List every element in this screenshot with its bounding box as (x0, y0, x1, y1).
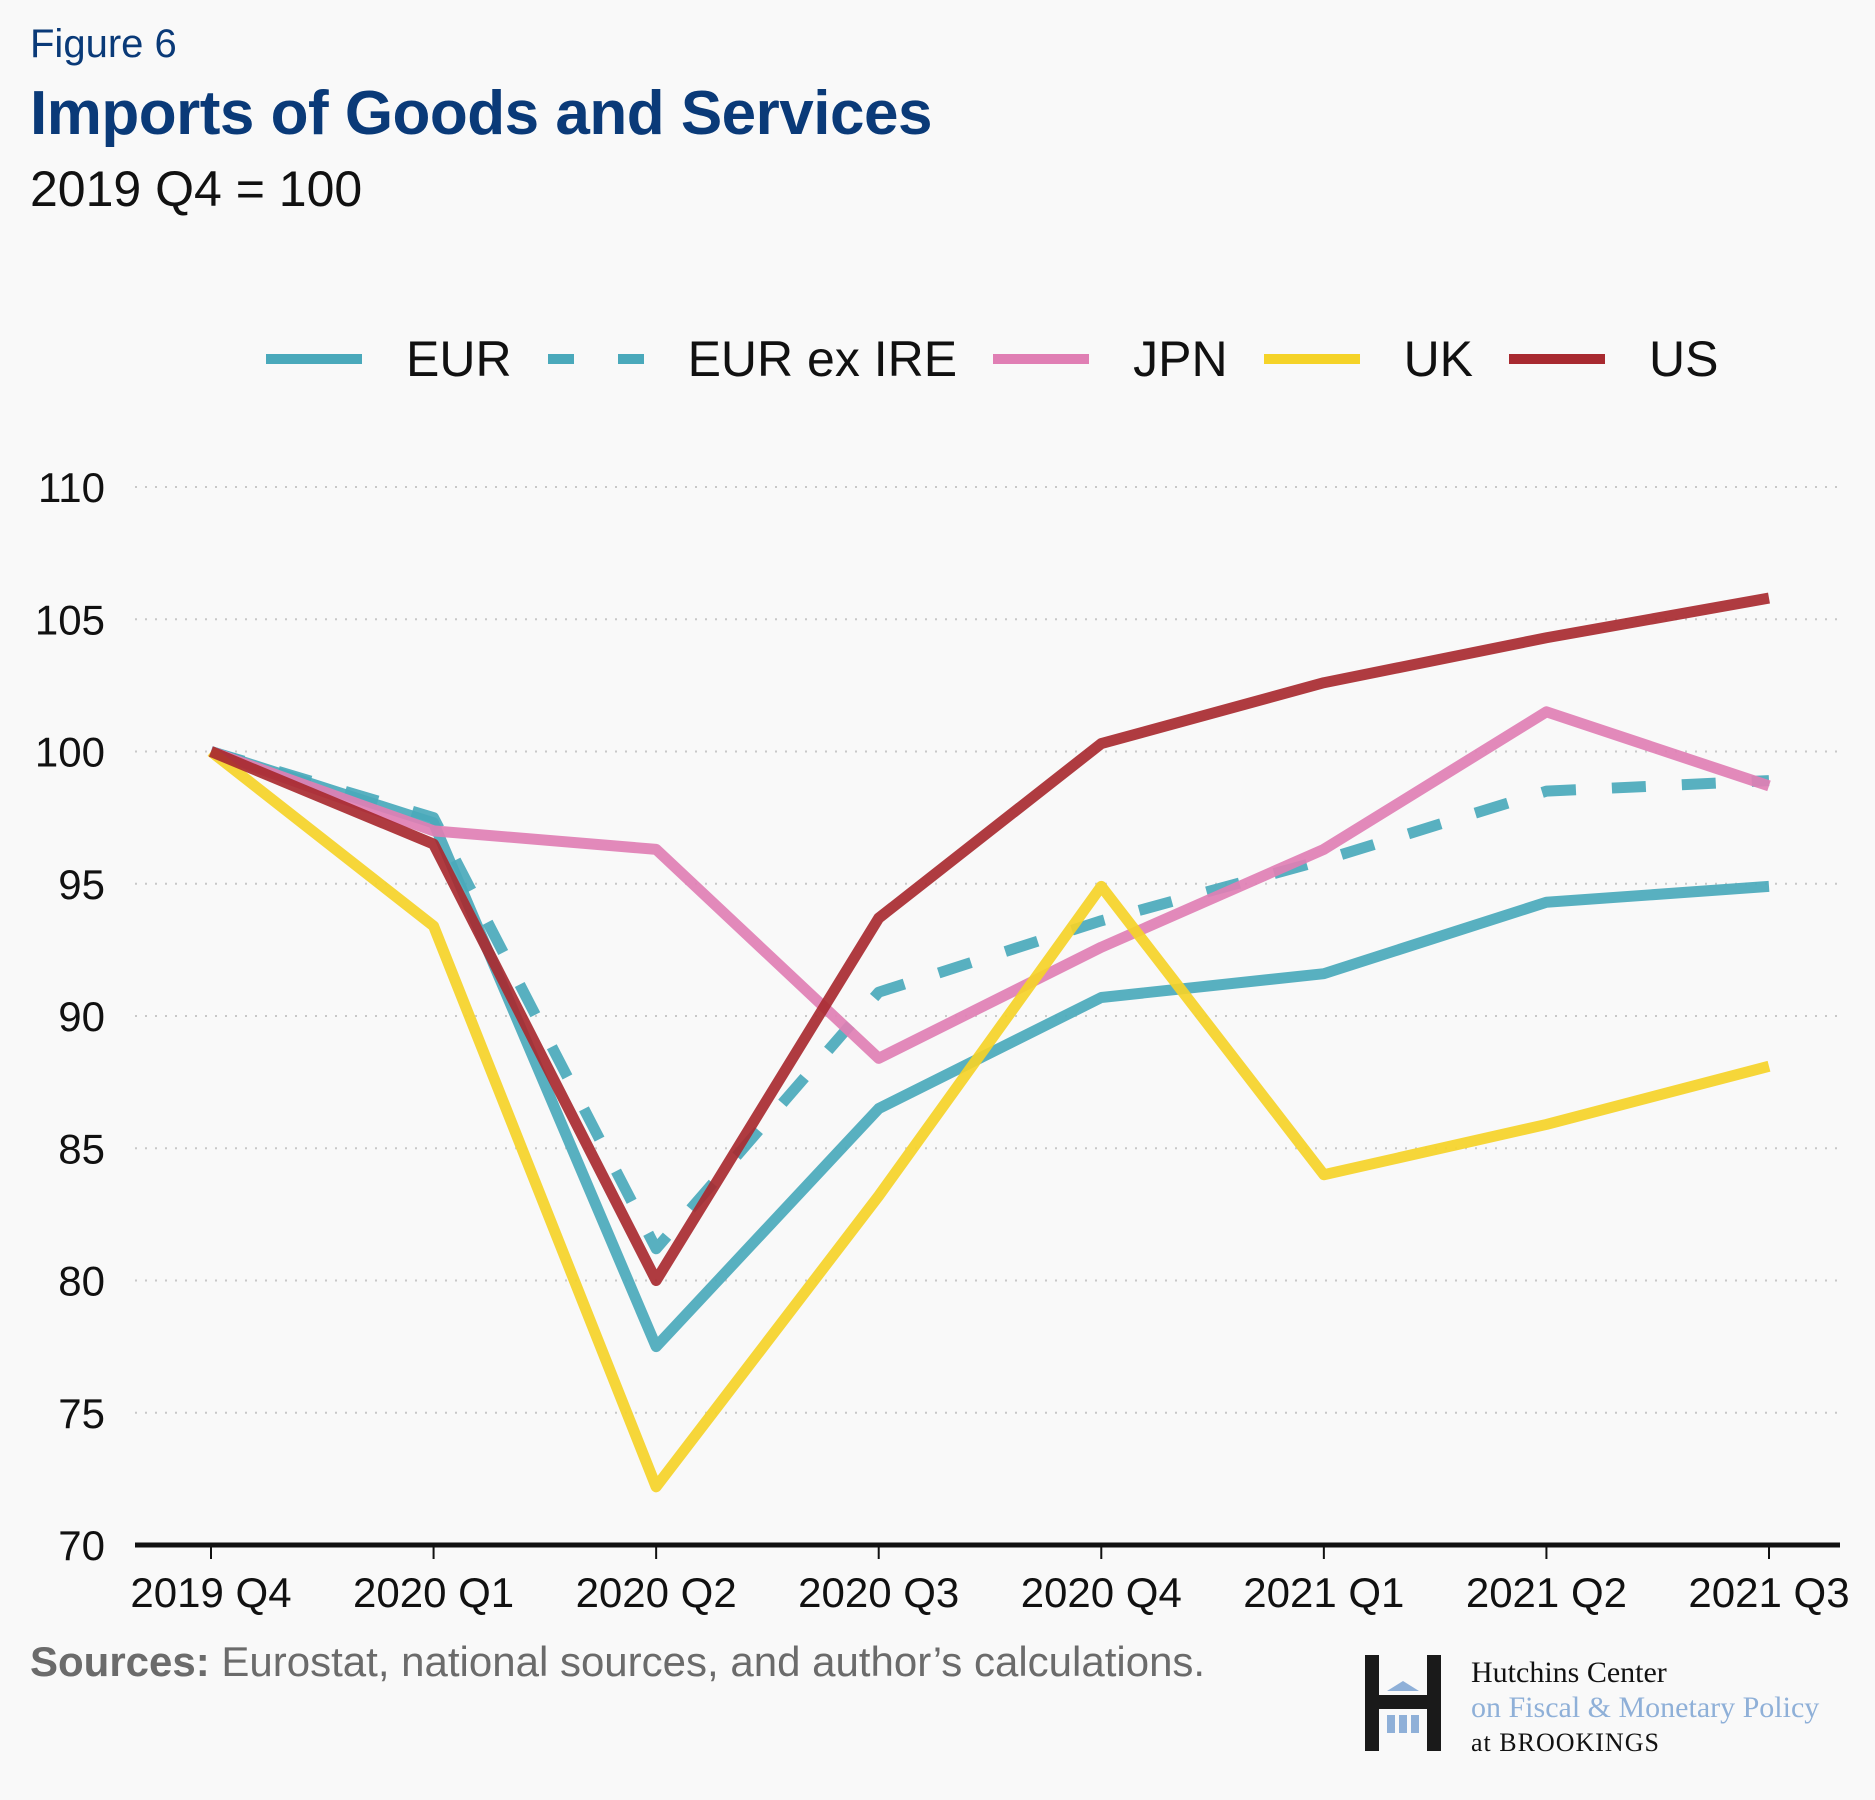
legend-label: UK (1403, 331, 1474, 387)
x-tick-label: 2021 Q2 (1466, 1569, 1627, 1616)
y-tick-label: 95 (58, 861, 105, 908)
series-lines (207, 592, 1771, 1493)
legend-swatch (1509, 354, 1606, 364)
series-line-eur-ex-ire (209, 746, 1770, 1255)
legend-item: EUR (266, 330, 512, 388)
line-chart: 70 75 80 85 90 95 100 105 110 2019 Q4 2020 Q1 2020… (35, 464, 1850, 1616)
legend: EUR EUR ex IRE JPN UK US (266, 330, 1755, 388)
y-axis: 70 75 80 85 90 95 100 105 110 (35, 464, 105, 1569)
legend-label: EUR ex IRE (687, 331, 958, 387)
x-tick-label: 2020 Q4 (1021, 1569, 1182, 1616)
hutchins-h-icon (1365, 1655, 1441, 1751)
y-tick-label: 75 (58, 1390, 105, 1437)
figure-label: Figure 6 (30, 22, 177, 66)
hutchins-brookings-logo: Hutchins Center on Fiscal & Monetary Pol… (1365, 1655, 1819, 1760)
series-line-uk (207, 747, 1771, 1493)
x-tick-label: 2021 Q1 (1243, 1569, 1404, 1616)
gridlines (135, 486, 1840, 1414)
legend-item: US (1509, 330, 1719, 388)
sources-note: Sources: Eurostat, national sources, and… (30, 1638, 1205, 1686)
series-line-jpn (209, 706, 1771, 1064)
x-tick-label: 2021 Q3 (1688, 1569, 1849, 1616)
sources-label: Sources: (30, 1638, 210, 1685)
y-tick-label: 80 (58, 1258, 105, 1305)
legend-item: EUR ex IRE (547, 330, 958, 388)
legend-swatch (547, 354, 644, 364)
logo-line-2: on Fiscal & Monetary Policy (1471, 1691, 1820, 1724)
logo-line-1: Hutchins Center (1471, 1656, 1667, 1689)
chart-subtitle: 2019 Q4 = 100 (30, 161, 363, 217)
chart-title: Imports of Goods and Services (30, 79, 932, 148)
legend-swatch (1263, 354, 1360, 364)
logo-line-3: at BROOKINGS (1471, 1728, 1660, 1757)
legend-label: EUR (406, 331, 512, 387)
legend-swatch (266, 354, 362, 364)
legend-item: UK (1263, 330, 1474, 388)
legend-label: US (1649, 331, 1719, 387)
x-tick-label: 2020 Q3 (798, 1569, 959, 1616)
legend-item: JPN (993, 330, 1228, 388)
y-tick-label: 110 (38, 464, 105, 511)
sources-text: Eurostat, national sources, and author’s… (209, 1638, 1206, 1685)
x-tick-label: 2019 Q4 (130, 1569, 291, 1616)
y-tick-label: 105 (35, 596, 105, 643)
x-tick-label: 2020 Q1 (353, 1569, 514, 1616)
legend-label: JPN (1133, 331, 1228, 387)
y-tick-label: 100 (35, 729, 105, 776)
y-tick-label: 85 (58, 1125, 105, 1172)
x-axis: 2019 Q4 2020 Q1 2020 Q2 2020 Q3 2020 Q4 2021 … (130, 1542, 1850, 1616)
y-tick-label: 90 (58, 993, 105, 1040)
series-line-us (208, 592, 1770, 1286)
legend-swatch (993, 354, 1090, 364)
x-tick-label: 2020 Q2 (576, 1569, 737, 1616)
y-tick-label: 70 (58, 1522, 105, 1569)
